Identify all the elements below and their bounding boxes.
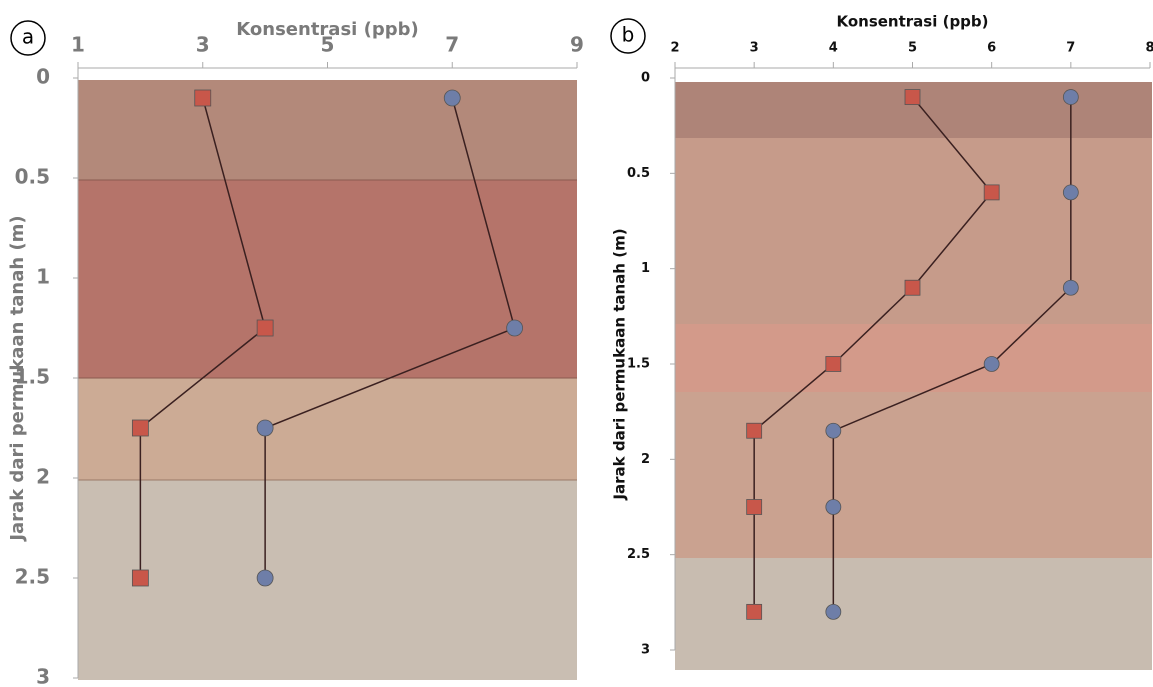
marker-square [904, 89, 921, 105]
y-tick-label: 0 [36, 65, 50, 89]
panel-a-background [78, 80, 577, 680]
soil-layer [675, 324, 1152, 392]
marker-square [131, 419, 149, 437]
marker-circle [1062, 184, 1079, 201]
y-axis-title: Jarak dari permukaan tanah (m) [611, 228, 629, 500]
soil-layer [78, 378, 577, 480]
marker-square [746, 603, 763, 620]
panel-b-background [675, 82, 1152, 670]
x-tick-label: 5 [908, 41, 917, 56]
panel-b: 2 3 4 5 6 7 8 0 0.5 1 1.5 2 2.5 3 Konsentrasi (ppb) Jar… [610, 13, 1153, 658]
y-tick-label: 3 [641, 643, 650, 658]
x-tick-label: 9 [570, 33, 584, 57]
marker-circle [506, 319, 524, 337]
y-tick-label: 3 [36, 665, 50, 687]
marker-circle [256, 419, 274, 437]
x-tick-label: 3 [750, 41, 759, 56]
x-tick-label: 5 [321, 33, 335, 57]
y-tick-label: 1 [641, 261, 650, 276]
y-tick-label: 2.5 [627, 547, 650, 562]
series-line [139, 97, 266, 578]
marker-square [256, 319, 274, 337]
marker-square [131, 569, 149, 587]
marker-square [825, 356, 842, 372]
marker-circle [1062, 279, 1079, 296]
x-tick-label: 3 [196, 33, 210, 57]
y-tick-label: 0 [641, 71, 650, 86]
panel-label: a [22, 25, 34, 49]
marker-circle [983, 356, 1000, 372]
soil-layer [78, 80, 577, 180]
marker-square [983, 184, 1000, 201]
series-line [264, 97, 516, 578]
y-tick-label: 2 [36, 465, 50, 489]
x-tick-label: 4 [829, 41, 838, 56]
marker-circle [1062, 89, 1079, 105]
soil-layer [675, 392, 1152, 558]
panel-a: 1 3 5 7 9 0 0.5 1 1.5 2 2.5 3 Konsentrasi (ppb) Jarak… [7, 19, 584, 687]
marker-circle [825, 499, 842, 515]
y-tick-label: 2.5 [15, 565, 50, 589]
panel-label-circle [10, 20, 46, 56]
soil-layer [78, 480, 577, 680]
marker-circle [825, 422, 842, 439]
x-axis-title: Konsentrasi (ppb) [236, 19, 418, 40]
y-tick-label: 1.5 [15, 365, 50, 389]
marker-square [904, 279, 921, 296]
marker-circle [825, 603, 842, 620]
y-tick-label: 0.5 [627, 166, 650, 181]
x-tick-label: 2 [670, 41, 679, 56]
marker-circle [256, 569, 274, 587]
x-tick-label: 7 [1066, 41, 1075, 56]
panel-label: b [622, 23, 635, 47]
soil-layer [675, 138, 1152, 324]
x-tick-label: 6 [987, 41, 996, 56]
y-tick-label: 1.5 [627, 357, 650, 372]
y-tick-label: 0.5 [15, 165, 50, 189]
marker-square [746, 499, 763, 515]
x-tick-label: 1 [71, 33, 85, 57]
panel-label-circle [610, 18, 646, 54]
y-tick-label: 1 [36, 265, 50, 289]
marker-square [194, 89, 212, 107]
y-axis-title: Jarak dari permukaan tanah (m) [7, 215, 28, 542]
marker-circle [443, 89, 461, 107]
y-tick-label: 2 [641, 452, 650, 467]
marker-square [746, 422, 763, 439]
x-tick-label: 8 [1145, 41, 1153, 56]
x-tick-label: 7 [445, 33, 459, 57]
soil-layer [78, 180, 577, 378]
x-axis-title: Konsentrasi (ppb) [836, 13, 988, 31]
